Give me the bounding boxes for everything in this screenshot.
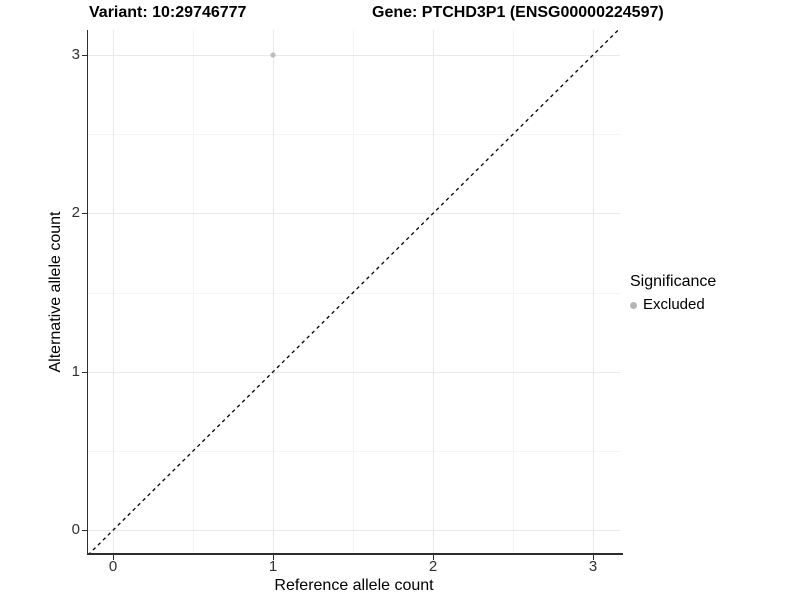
gridline-major	[433, 30, 434, 553]
y-tick-label: 1	[71, 363, 80, 380]
gridline-major	[88, 55, 620, 56]
gridline-minor	[88, 293, 620, 294]
excluded-point-icon	[630, 301, 637, 309]
x-tick-label: 0	[108, 558, 118, 575]
plot-panel	[88, 30, 620, 553]
x-tick-mark	[592, 554, 594, 560]
identity-dashed-line	[89, 30, 619, 553]
x-axis-line	[86, 553, 623, 555]
y-tick-mark	[82, 212, 87, 214]
variant-title: Variant: 10:29746777	[89, 4, 247, 21]
x-tick-label: 3	[588, 558, 598, 575]
legend-title: Significance	[630, 273, 717, 290]
plot-layers	[89, 30, 619, 553]
gridline-major	[113, 30, 114, 553]
y-tick-mark	[82, 371, 87, 373]
gridline-minor	[193, 30, 194, 553]
gridline-major	[88, 372, 620, 373]
legend: Significance Excluded	[630, 272, 716, 314]
gridline-major	[88, 213, 620, 214]
y-tick-label: 3	[71, 46, 80, 63]
x-tick-mark	[432, 554, 434, 560]
gridline-major	[593, 30, 594, 553]
gridline-major	[273, 30, 274, 553]
legend-entry-label: Excluded	[643, 296, 705, 313]
x-tick-label: 1	[268, 558, 278, 575]
gridline-minor	[88, 134, 620, 135]
legend-entry-excluded: Excluded	[630, 296, 716, 314]
y-tick-mark	[82, 529, 87, 531]
y-tick-label: 0	[71, 521, 80, 538]
x-axis-title: Reference allele count	[274, 577, 434, 594]
gridline-minor	[88, 451, 620, 452]
x-tick-mark	[112, 554, 114, 560]
data-point	[270, 52, 276, 58]
gene-title: Gene: PTCHD3P1 (ENSG00000224597)	[372, 4, 664, 21]
x-tick-label: 2	[428, 558, 438, 575]
y-tick-mark	[82, 54, 87, 56]
y-axis-title: Alternative allele count	[47, 211, 64, 373]
gridline-minor	[513, 30, 514, 553]
gridline-major	[88, 530, 620, 531]
y-axis-line	[86, 30, 88, 554]
x-tick-mark	[272, 554, 274, 560]
y-tick-label: 2	[71, 204, 80, 221]
